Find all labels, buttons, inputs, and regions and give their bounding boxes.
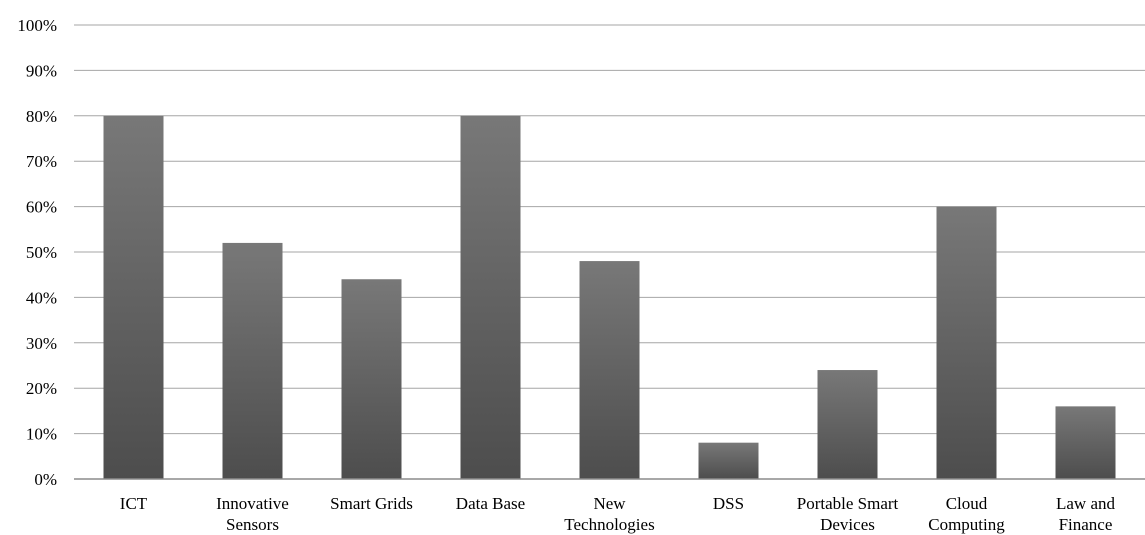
x-category-label: Smart Grids [330, 494, 413, 513]
bars [103, 115, 1116, 480]
y-tick-label: 20% [26, 379, 57, 398]
x-axis-labels: ICT Innovative Sensors Smart Grids Data Base… [120, 494, 1116, 534]
x-category-label-line: Sensors [226, 515, 279, 534]
x-category-label-line: Data Base [456, 494, 525, 513]
x-category-label-line: Devices [820, 515, 875, 534]
x-category-label-line: Technologies [564, 515, 654, 534]
y-tick-label: 0% [34, 470, 57, 489]
bar [460, 115, 521, 480]
x-category-label-line: Finance [1059, 515, 1113, 534]
y-tick-label: 50% [26, 243, 57, 262]
x-category-label-line: Innovative [216, 494, 289, 513]
bar [341, 279, 402, 479]
x-category-label: Portable Smart Devices [797, 494, 899, 534]
x-category-label-line: Law and [1056, 494, 1116, 513]
bar [222, 242, 283, 479]
bar [698, 442, 759, 479]
x-category-label: Data Base [456, 494, 525, 513]
x-category-label: DSS [713, 494, 744, 513]
y-axis-ticks: 0% 10% 20% 30% 40% 50% 60% 70% 80% 90% 100% [17, 16, 57, 489]
bar [103, 115, 164, 480]
x-category-label-line: DSS [713, 494, 744, 513]
x-category-label: ICT [120, 494, 148, 513]
y-tick-label: 40% [26, 288, 57, 307]
y-tick-label: 70% [26, 152, 57, 171]
y-tick-label: 80% [26, 107, 57, 126]
x-category-label: Cloud Computing [928, 494, 1005, 534]
y-tick-label: 30% [26, 334, 57, 353]
y-tick-label: 10% [26, 425, 57, 444]
x-category-label: Law and Finance [1056, 494, 1116, 534]
x-category-label-line: ICT [120, 494, 148, 513]
x-category-label: New Technologies [564, 494, 654, 534]
y-tick-label: 100% [17, 16, 57, 35]
x-category-label-line: Cloud [946, 494, 988, 513]
x-category-label-line: New [593, 494, 626, 513]
x-category-label-line: Smart Grids [330, 494, 413, 513]
x-category-label: Innovative Sensors [216, 494, 289, 534]
bar [579, 261, 640, 479]
x-category-label-line: Computing [928, 515, 1005, 534]
bar [817, 370, 878, 479]
x-category-label-line: Portable Smart [797, 494, 899, 513]
y-tick-label: 60% [26, 198, 57, 217]
y-tick-label: 90% [26, 61, 57, 80]
bar [1055, 406, 1116, 479]
bar [936, 206, 997, 479]
